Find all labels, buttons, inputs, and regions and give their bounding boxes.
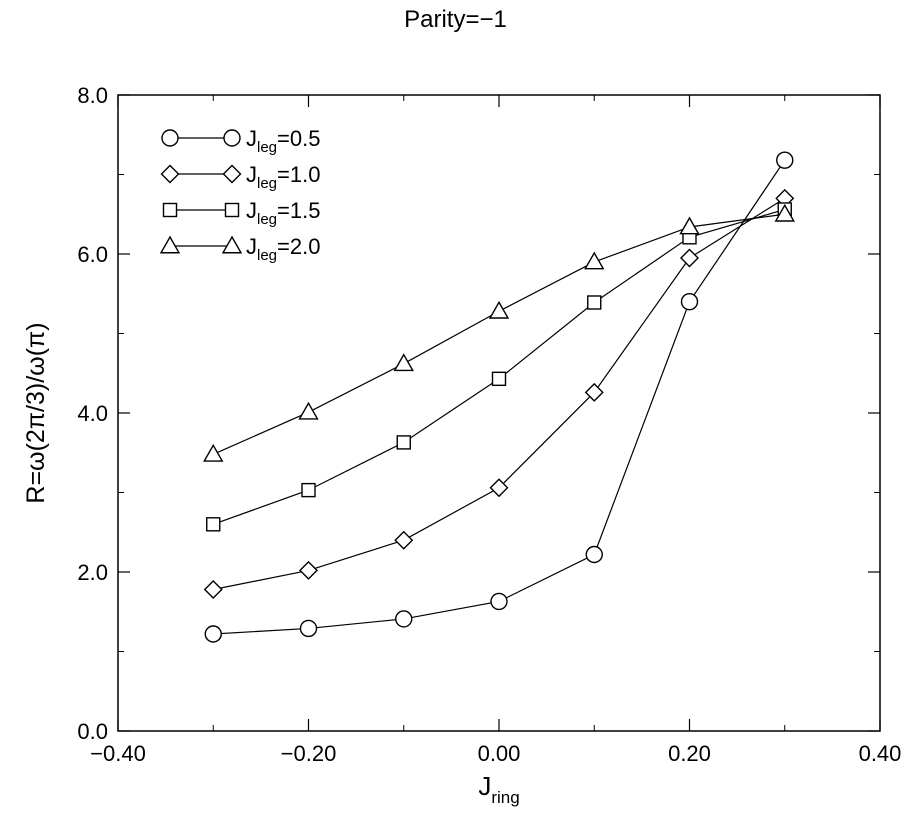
y-tick-label: 6.0 [77, 242, 108, 267]
y-tick-label: 8.0 [77, 83, 108, 108]
data-point [301, 482, 316, 498]
chart-title: Parity=−1 [404, 6, 507, 33]
data-point [299, 560, 318, 580]
series-circle [204, 151, 794, 643]
data-point [489, 478, 509, 498]
y-tick-label: 0.0 [77, 719, 108, 744]
x-axis-label: Jring [478, 771, 519, 807]
data-point [394, 530, 414, 550]
y-tick-label: 2.0 [77, 560, 108, 585]
data-point [585, 545, 603, 564]
data-point [776, 151, 794, 169]
legend-label: Jleg=0.5 [246, 126, 320, 156]
data-point [395, 610, 413, 628]
y-axis-label: R=ω(2π/3)/ω(π) [22, 322, 50, 503]
data-point [774, 203, 795, 222]
x-tick-label: 0.00 [478, 741, 521, 766]
data-point [680, 293, 699, 311]
data-point [206, 517, 221, 532]
axis-labels: Jring R=ω(2π/3)/ω(π) [22, 322, 520, 807]
legend-label: Jleg=1.5 [246, 198, 320, 228]
data-point [584, 251, 605, 270]
data-point [491, 371, 507, 387]
plot-border [117, 94, 881, 732]
legend-marker [224, 202, 240, 218]
data-point [680, 248, 699, 268]
legend-label: Jleg=1.0 [246, 162, 320, 192]
legend-marker [161, 129, 179, 147]
legend: Jleg=0.5 Jleg=1.0 Jleg=1.5 Jleg=2.0 [159, 126, 320, 264]
data-point [488, 300, 510, 319]
data-point [299, 619, 318, 638]
series-square [206, 202, 792, 532]
x-tick-label: 0.40 [859, 741, 902, 766]
x-tick-label: −0.40 [90, 741, 146, 766]
data-point [203, 580, 223, 599]
data-point [490, 592, 508, 611]
series-diamond [203, 188, 795, 599]
x-tick-label: 0.20 [668, 741, 711, 766]
data-point [679, 216, 700, 235]
data-point [393, 353, 414, 372]
series-triangle [203, 203, 795, 462]
legend-marker [162, 202, 178, 218]
data-point [204, 625, 222, 643]
legend-marker [221, 235, 243, 254]
data-point [203, 443, 224, 462]
y-tick-label: 4.0 [77, 401, 108, 426]
data-point [587, 295, 602, 310]
data-point [396, 435, 411, 450]
legend-marker [222, 164, 242, 184]
legend-marker [223, 129, 241, 147]
x-tick-label: −0.20 [281, 741, 337, 766]
plot-frame [117, 94, 881, 732]
axis-ticks: −0.40 −0.20 0.00 0.20 0.40 0.0 2.0 4.0 6.0 8.0 [77, 83, 901, 766]
data-point [584, 382, 604, 402]
data-point [298, 401, 319, 420]
series-layer [203, 151, 795, 643]
series-line [213, 159, 786, 635]
legend-marker [159, 235, 181, 254]
legend-marker [160, 164, 180, 184]
legend-label: Jleg=2.0 [246, 234, 320, 264]
